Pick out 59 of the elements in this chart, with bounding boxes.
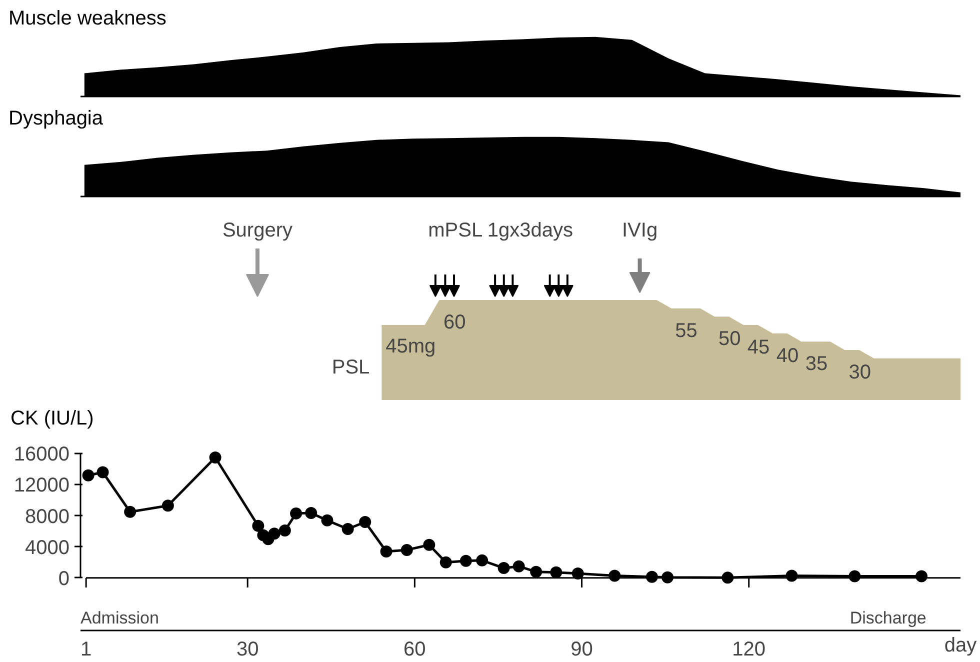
point [848,570,861,582]
data-label: 35 [805,353,828,376]
data-label: 60 [444,312,466,334]
point [400,544,413,556]
data-label: 45 [747,336,770,358]
text: mPSL 1gx3days [428,220,574,242]
y-axis-title: CK (IU/L) [10,408,94,430]
point [268,528,280,540]
point [278,524,291,537]
text: IVIg [622,220,658,242]
point [423,538,436,551]
point [380,546,392,558]
point [498,562,510,574]
point [209,452,222,464]
point [512,560,525,572]
data-label: 55 [675,320,698,342]
y-tick-label: 0 [58,568,70,590]
point [530,566,542,578]
point [662,571,674,584]
point [916,570,928,582]
x-tick-label: 120 [732,638,766,660]
point [82,469,94,482]
x-axis-title: day [944,634,977,656]
point [608,570,621,582]
point [476,554,488,566]
point [290,507,302,520]
point [162,500,174,512]
point [460,554,472,567]
point [786,570,798,582]
data-label: 30 [848,362,871,384]
point [359,516,372,528]
point [722,572,734,584]
x-tick-label: 30 [236,638,259,660]
y-tick-label: 12000 [14,474,70,497]
text: Surgery [222,220,292,242]
point [550,566,562,578]
point [124,506,136,518]
chart-title: Muscle weakness [8,8,166,30]
x-tick-label: 90 [570,638,593,660]
point [305,507,318,520]
y-tick-label: 8000 [25,506,70,528]
point [440,556,452,568]
y-tick-label: 4000 [25,536,70,559]
x-tick-label: 60 [404,638,426,660]
text: PSL [332,356,370,378]
y-tick-label: 16000 [14,444,70,466]
point [96,466,109,478]
point [572,568,584,580]
text: Admission [80,608,159,628]
text: Discharge [850,608,926,628]
point [342,522,354,535]
data-label: 40 [776,344,799,367]
point [321,514,334,526]
point [646,570,658,583]
point [252,520,264,532]
data-label: 50 [718,328,741,350]
x-tick-label: 1 [80,638,92,660]
data-label: 45mg [386,336,436,358]
chart-title: Dysphagia [8,108,104,130]
